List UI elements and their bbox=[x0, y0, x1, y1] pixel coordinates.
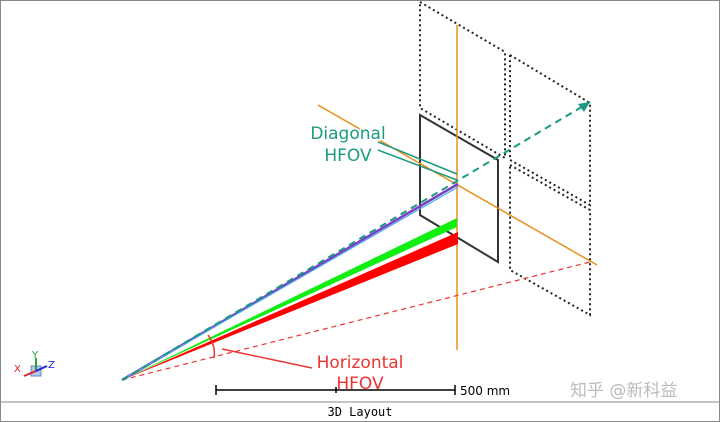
dotted-panels bbox=[419, 0, 591, 317]
panel bbox=[419, 0, 506, 160]
label: Diagonal bbox=[310, 124, 385, 144]
label: HFOV bbox=[324, 146, 372, 166]
scale-label: 500 mm bbox=[460, 384, 510, 398]
axis-label: X bbox=[14, 364, 21, 375]
angle-arc bbox=[207, 334, 216, 359]
leader bbox=[377, 149, 458, 181]
axis-label: Y bbox=[31, 350, 39, 361]
scale-bar bbox=[215, 385, 456, 395]
ray-red bbox=[122, 232, 458, 380]
arrow-head bbox=[578, 102, 590, 112]
label: Horizontal bbox=[317, 353, 404, 373]
axis-label: Z bbox=[48, 360, 55, 371]
ray-diagonal bbox=[121, 101, 591, 381]
leader bbox=[221, 348, 313, 369]
leader bbox=[377, 141, 458, 175]
axis-triad: X Y Z bbox=[14, 350, 55, 377]
footer-title: 3D Layout bbox=[327, 405, 392, 419]
ray-green bbox=[122, 218, 457, 380]
watermark: 知乎 @新科益 bbox=[570, 381, 677, 401]
label: HFOV bbox=[336, 374, 384, 394]
sensor bbox=[419, 113, 499, 264]
panel bbox=[509, 163, 591, 317]
panel bbox=[509, 53, 591, 207]
